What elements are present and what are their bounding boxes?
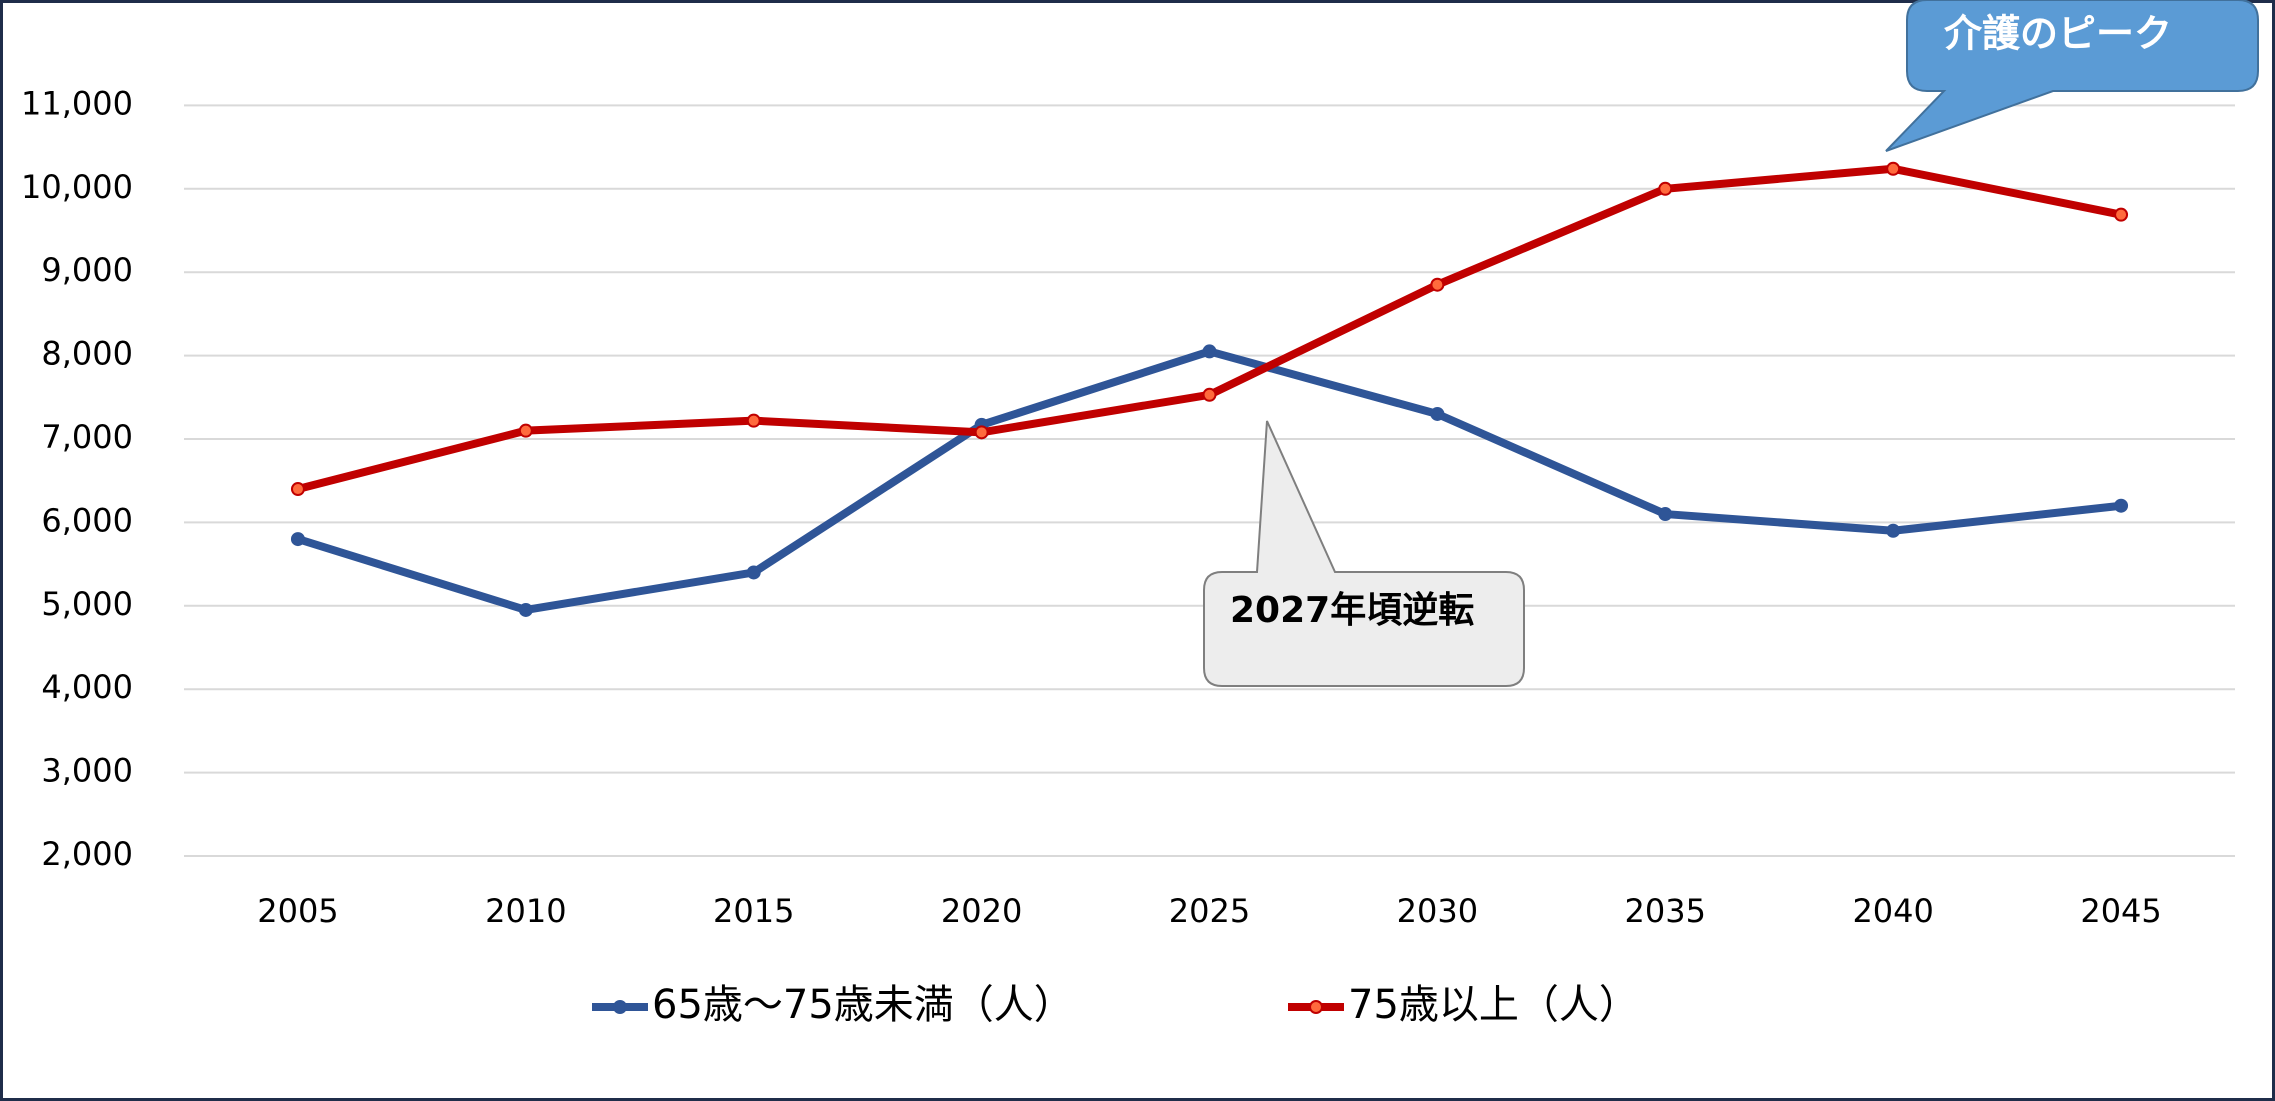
x-tick-label: 2040	[1852, 892, 1933, 930]
marker	[2114, 498, 2129, 513]
y-tick-label: 10,000	[21, 168, 133, 206]
marker	[1430, 406, 1445, 421]
marker	[1202, 344, 1217, 359]
callout-shape	[1203, 420, 1525, 687]
marker	[1886, 523, 1901, 538]
marker	[2114, 207, 2129, 222]
y-tick-label: 9,000	[41, 251, 133, 289]
annotation: 介護のピーク	[1944, 12, 2172, 56]
marker	[518, 602, 533, 617]
callout-shape	[1885, 0, 2259, 152]
marker	[290, 482, 305, 497]
x-tick-label: 2015	[713, 892, 794, 930]
marker	[1658, 507, 1673, 522]
marker	[290, 532, 305, 547]
callout-peak: 介護のピーク	[1885, 0, 2259, 152]
legend-label: 75歳以上（人）	[1348, 982, 1639, 1028]
marker	[974, 425, 989, 440]
marker	[1886, 161, 1901, 176]
y-tick-label: 3,000	[41, 752, 133, 790]
plot-area: 2,000 3,000 4,000 5,000 6,000 7,000 8,000 9,000…	[21, 84, 2235, 1028]
y-tick-label: 4,000	[41, 668, 133, 706]
y-tick-label: 8,000	[41, 335, 133, 373]
marker	[746, 413, 761, 428]
legend-marker	[613, 1000, 627, 1014]
x-tick-label: 2010	[485, 892, 566, 930]
x-tick-label: 2025	[1169, 892, 1250, 930]
marker	[1202, 387, 1217, 402]
callout-reverse: 2027年頃逆転	[1203, 420, 1525, 687]
y-tick-label: 5,000	[41, 585, 133, 623]
y-tick-label: 2,000	[41, 835, 133, 873]
marker	[1658, 181, 1673, 196]
x-tick-label: 2035	[1625, 892, 1706, 930]
x-tick-label: 2045	[2080, 892, 2161, 930]
x-tick-label: 2020	[941, 892, 1022, 930]
y-tick-label: 7,000	[41, 418, 133, 456]
y-tick-label: 11,000	[21, 84, 133, 122]
legend-label: 65歳〜75歳未満（人）	[652, 982, 1074, 1028]
x-tick-label: 2005	[257, 892, 338, 930]
marker	[1430, 277, 1445, 292]
marker	[518, 423, 533, 438]
legend-marker	[1309, 1000, 1323, 1014]
x-tick-label: 2030	[1397, 892, 1478, 930]
y-tick-label: 6,000	[41, 501, 133, 539]
annotation: 2027年頃逆転	[1230, 590, 1474, 631]
marker	[746, 565, 761, 580]
